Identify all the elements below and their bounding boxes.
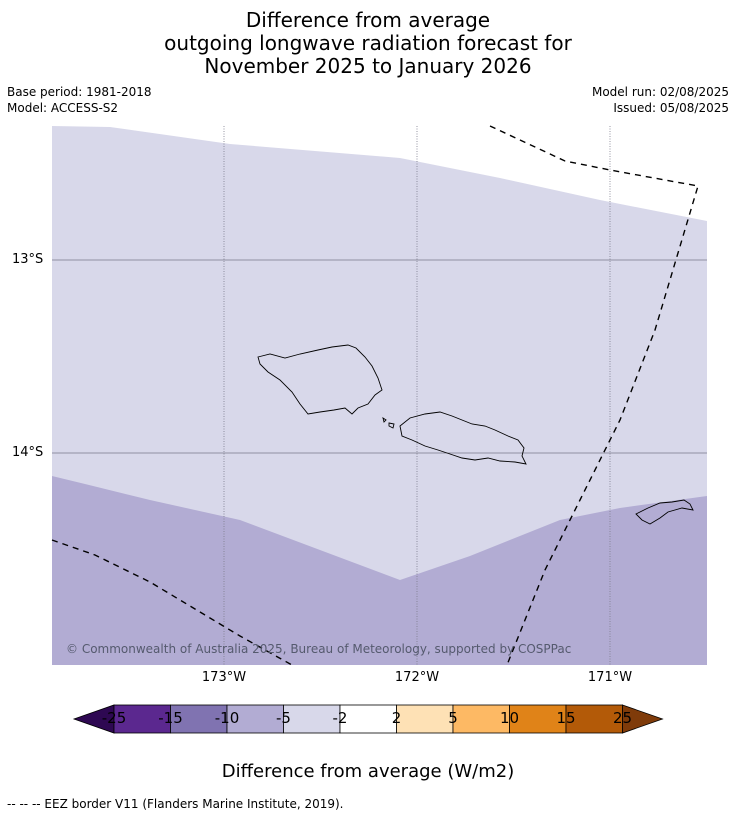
lon-label-171w: 171°W <box>587 670 633 685</box>
savaii-island <box>257 344 383 415</box>
colorbar-tick-label: -15 <box>158 709 183 727</box>
title-line-1: Difference from average <box>245 8 491 32</box>
eez-borders <box>51 125 699 666</box>
tutuila-island <box>635 499 694 525</box>
colorbar-tick-label: 25 <box>612 709 633 727</box>
lat-label-14s: 14°S <box>12 445 44 460</box>
model-name: Model: ACCESS-S2 <box>7 101 119 115</box>
base-period: Base period: 1981-2018 <box>7 85 152 99</box>
eez-footnote: -- -- -- EEZ border V11 (Flanders Marine… <box>7 797 344 811</box>
colorbar-tick-label: 2 <box>391 709 402 727</box>
colorbar-segment <box>565 704 623 734</box>
region-minus10-to-minus5 <box>52 476 707 665</box>
colorbar-tick-label: -10 <box>214 709 240 727</box>
lat-label-13s: 13°S <box>12 252 44 267</box>
colorbar-tick-label: -2 <box>332 709 348 727</box>
colorbar-segment <box>339 704 397 734</box>
colorbar-segment <box>283 704 341 734</box>
gridlines <box>52 126 707 665</box>
colorbar-segment <box>170 704 228 734</box>
colorbar-tick-label: -25 <box>101 709 127 727</box>
colorbar-tick-label: 10 <box>499 709 520 727</box>
colorbar-tick-label: 5 <box>448 709 458 727</box>
copyright-notice: © Commonwealth of Australia 2025, Bureau… <box>66 642 572 656</box>
upolu-island <box>399 411 527 465</box>
small-island-2 <box>388 422 395 429</box>
small-island-1 <box>382 416 387 423</box>
colorbar-segment <box>509 704 567 734</box>
issued-date: Issued: 05/08/2025 <box>613 101 729 115</box>
colorbar-title: Difference from average (W/m2) <box>221 761 515 782</box>
model-run: Model run: 02/08/2025 <box>591 85 729 99</box>
colorbar-segment <box>113 704 171 734</box>
colorbar-tick-label: -5 <box>276 709 291 727</box>
title-line-2: outgoing longwave radiation forecast for <box>164 31 572 55</box>
colorbar-tick-label: 15 <box>556 709 576 727</box>
colorbar-segment <box>396 704 454 734</box>
title-line-3: November 2025 to January 2026 <box>204 54 532 78</box>
colorbar-extend-high <box>622 704 664 734</box>
lon-label-172w: 172°W <box>394 670 440 685</box>
lon-label-173w: 173°W <box>201 670 247 685</box>
